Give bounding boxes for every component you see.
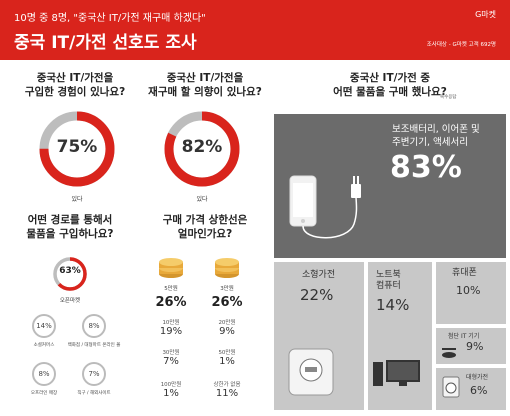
- q4-ring-2: 8%: [82, 314, 106, 338]
- q2-question-line2: 재구매 할 의향이 있나요?: [148, 85, 262, 98]
- tile-laptop-label-line1: 노트북: [376, 270, 401, 280]
- header-banner: 10명 중 8명, "중국산 IT/가전 재구매 하겠다" 중국 IT/가전 선…: [0, 0, 510, 60]
- q4-ring-4: 7%: [82, 362, 106, 386]
- q4-question: 어떤 경로를 통해서 물품을 구입하나요?: [10, 214, 130, 241]
- tile-hightech-value: 9%: [466, 340, 484, 353]
- q5-label-4: 50만원: [218, 350, 236, 356]
- q2-caption: 있다: [196, 196, 208, 203]
- coin-stack-icon: [159, 258, 183, 278]
- q3-question-line1: 중국산 IT/가전 중: [349, 72, 431, 84]
- q4-main-value: 63%: [59, 266, 81, 276]
- q4-caption-2: 백화점 / 대형마트 온라인 몰: [67, 343, 121, 348]
- q5-value-5: 1%: [163, 388, 179, 399]
- tile-laptop-label-line2: 컴퓨터: [376, 281, 401, 292]
- tile-phone: 휴대폰 10%: [436, 262, 506, 324]
- q1-donut: [39, 111, 115, 187]
- q3-note: 복수응답: [440, 95, 457, 100]
- phone-charger-icon: [289, 175, 361, 239]
- washing-machine-icon: [442, 376, 460, 398]
- q4-caption-3: 오프라인 매장: [30, 391, 58, 396]
- q4-caption-4: 직구 / 해외사이트: [77, 391, 111, 396]
- q1-question-line2: 구입한 경험이 있나요?: [24, 85, 126, 98]
- q5-label-1: 10만원: [162, 320, 180, 326]
- q1-value: 75%: [56, 137, 98, 157]
- tile-phone-label: 휴대폰: [452, 268, 477, 278]
- tile-hightech-label: 첨단 IT 기기: [448, 333, 480, 340]
- q4-caption-1: 소셜커머스: [33, 343, 55, 348]
- q5-value-1: 19%: [159, 326, 183, 337]
- q2-donut-arc: [164, 111, 240, 187]
- q5-top-value-2: 26%: [211, 295, 243, 310]
- tile-large-appliance-label: 대형가전: [466, 374, 489, 381]
- q4-donut-arc: [53, 257, 87, 291]
- q5-value-3: 7%: [163, 356, 179, 367]
- q5-label-5: 100만원: [160, 382, 182, 388]
- q5-label-3: 30만원: [162, 350, 180, 356]
- tile-small-appliance: 소형가전 22%: [274, 262, 364, 410]
- q1-caption: 있다: [71, 196, 83, 203]
- q2-value: 82%: [181, 137, 223, 157]
- q3-question: 중국산 IT/가전 중 어떤 물품을 구매 했나요?: [290, 72, 490, 99]
- q5-question: 구매 가격 상한선은 얼마인가요?: [140, 214, 270, 241]
- q1-donut-arc: [39, 111, 115, 187]
- q4-ring-1: 14%: [32, 314, 56, 338]
- q1-question: 중국산 IT/가전을 구입한 경험이 있나요?: [10, 72, 140, 99]
- q5-question-line2: 얼마인가요?: [177, 227, 233, 240]
- drone-icon: [442, 348, 456, 358]
- q2-question: 중국산 IT/가전을 재구매 할 의향이 있나요?: [140, 72, 270, 99]
- coin-stack-icon: [215, 258, 239, 278]
- q3-question-line2: 어떤 물품을 구매 했나요?: [333, 85, 447, 98]
- q1-question-line1: 중국산 IT/가전을: [36, 72, 114, 84]
- q4-question-line1: 어떤 경로를 통해서: [27, 214, 113, 226]
- tile-large-appliance-value: 6%: [470, 384, 488, 397]
- tile-accessories-value: 83%: [390, 150, 462, 185]
- q5-label-2: 20만원: [218, 320, 236, 326]
- brand-label: G마켓: [475, 10, 496, 19]
- tile-laptop-label: 노트북 컴퓨터: [376, 270, 401, 293]
- q4-question-line2: 물품을 구입하나요?: [26, 227, 114, 240]
- q4-main-caption: 오픈마켓: [59, 298, 81, 304]
- q5-top-label-2: 3만원: [220, 286, 234, 292]
- q5-question-line1: 구매 가격 상한선은: [162, 214, 248, 226]
- tile-accessories-label: 보조배터리, 이어폰 및 주변기기, 액세서리: [392, 124, 480, 150]
- q5-value-4: 1%: [219, 356, 235, 367]
- desktop-computer-icon: [373, 360, 420, 386]
- tile-hightech: 첨단 IT 기기 9%: [436, 328, 506, 364]
- q4-donut: [53, 257, 87, 291]
- scale-icon: [288, 348, 334, 396]
- header-subtitle: 10명 중 8명, "중국산 IT/가전 재구매 하겠다": [14, 13, 206, 24]
- q5-value-6: 11%: [215, 388, 239, 399]
- q5-top-label-1: 5만원: [164, 286, 178, 292]
- tile-accessories-label-line1: 보조배터리, 이어폰 및: [392, 124, 480, 135]
- q2-donut: [164, 111, 240, 187]
- tile-accessories-label-line2: 주변기기, 액세서리: [392, 136, 468, 148]
- tile-small-appliance-value: 22%: [300, 286, 334, 304]
- header-title: 중국 IT/가전 선호도 조사: [14, 33, 197, 53]
- tile-large-appliance: 대형가전 6%: [436, 368, 506, 410]
- q2-question-line1: 중국산 IT/가전을: [166, 72, 244, 84]
- survey-meta: 조사대상 - G마켓 고객 692명: [426, 42, 496, 48]
- q5-top-value-1: 26%: [155, 295, 187, 310]
- q5-value-2: 9%: [219, 326, 235, 337]
- tile-accessories: 보조배터리, 이어폰 및 주변기기, 액세서리 83%: [274, 114, 506, 258]
- q5-label-6: 상한가 없음: [213, 382, 241, 388]
- tile-phone-value: 10%: [456, 284, 481, 297]
- q4-ring-3: 8%: [32, 362, 56, 386]
- tile-small-appliance-label: 소형가전: [302, 270, 336, 280]
- tile-laptop-value: 14%: [376, 296, 410, 314]
- tile-laptop: 노트북 컴퓨터 14%: [368, 262, 432, 410]
